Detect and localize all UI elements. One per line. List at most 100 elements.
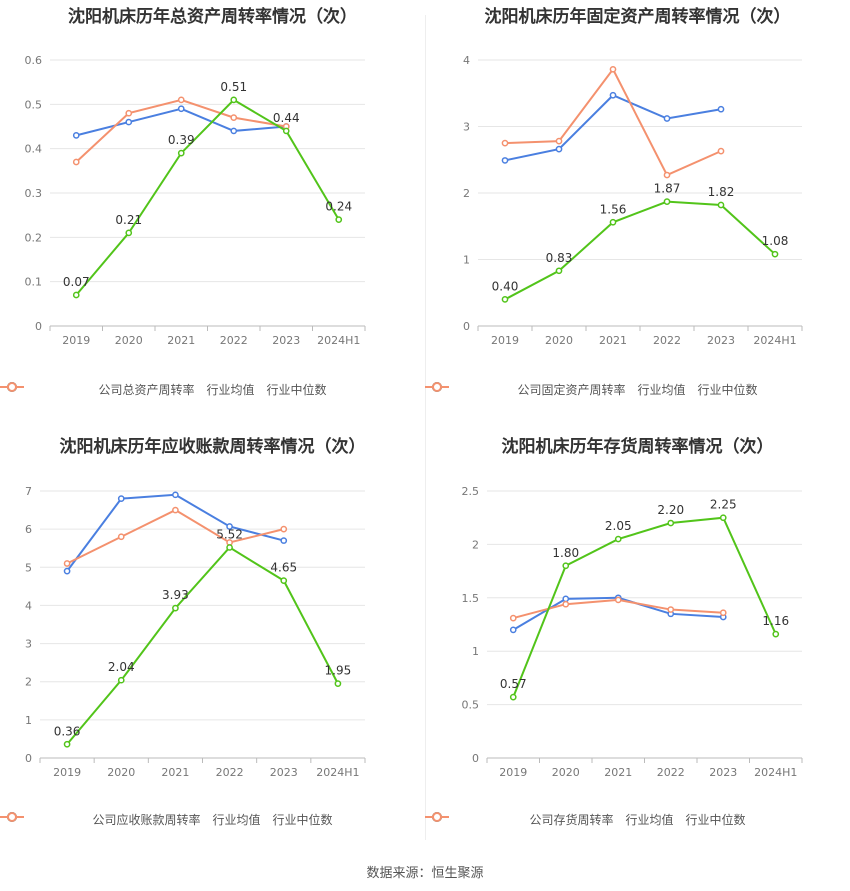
y-tick-label: 0.1	[25, 276, 43, 289]
data-label: 0.83	[546, 251, 573, 265]
data-label: 0.07	[63, 275, 90, 289]
legend-item-company[interactable]: 公司总资产周转率	[0, 381, 194, 398]
data-point-median	[663, 171, 671, 179]
legend-label: 公司应收账款周转率	[92, 813, 201, 827]
data-point-median	[172, 506, 179, 514]
legend-item-company[interactable]: 公司固定资产周转率	[425, 381, 626, 398]
data-label: 0.51	[220, 80, 247, 94]
legend-item-median[interactable]: 行业中位数	[0, 811, 333, 828]
y-tick-label: 1	[463, 254, 470, 267]
legend-item-median[interactable]: 行业中位数	[425, 811, 746, 828]
data-label: 0.39	[168, 133, 195, 147]
y-tick-label: 0	[463, 320, 470, 333]
y-tick-label: 0.3	[25, 187, 43, 200]
y-tick-label: 2	[25, 676, 32, 689]
data-point-median	[667, 606, 675, 613]
chart-panel-receivables: 沈阳机床历年应收账款周转率情况（次） 0 1 2 3 4 5 6 7 2019 2020 2021 2…	[0, 430, 425, 860]
legend-label: 公司固定资产周转率	[517, 383, 626, 397]
chart-svg: 0 1 2 3 4 2019 2020 2021 2022 2023 2024H1 0.40 0.83 1…	[463, 54, 803, 347]
data-point-median	[509, 614, 517, 622]
panel-divider	[425, 15, 426, 840]
data-point-company	[562, 562, 570, 570]
data-point-company	[609, 218, 617, 226]
data-point-company	[125, 229, 133, 237]
y-tick-label: 2.5	[462, 485, 480, 498]
y-tick-label: 2	[463, 187, 470, 200]
data-label: 0.40	[492, 279, 519, 293]
y-tick-label: 2	[472, 538, 479, 551]
data-point-avg	[117, 495, 125, 502]
series-line-company	[512, 516, 777, 698]
x-tick-label: 2024H1	[317, 334, 360, 347]
legend-item-company[interactable]: 公司存货周转率	[425, 811, 614, 828]
data-point-median	[614, 596, 622, 604]
data-point-avg	[509, 626, 517, 634]
data-point-avg	[717, 105, 725, 113]
y-tick-label: 0	[25, 752, 32, 765]
x-tick-label: 2019	[62, 334, 90, 347]
data-label: 0.57	[500, 677, 527, 691]
x-tick-label: 2022	[657, 766, 685, 779]
y-tick-label: 6	[25, 523, 32, 536]
x-tick-label: 2022	[216, 766, 244, 779]
data-point-median	[117, 533, 125, 541]
data-point-company	[509, 693, 517, 701]
y-tick-label: 1	[25, 714, 32, 727]
x-tick-label: 2021	[599, 334, 627, 347]
x-tick-label: 2020	[107, 766, 135, 779]
x-tick-label: 2021	[161, 766, 189, 779]
data-label: 0.21	[115, 213, 142, 227]
data-label: 0.36	[54, 724, 81, 738]
data-point-median	[72, 158, 80, 166]
legend-item-avg[interactable]: 行业均值	[425, 381, 686, 398]
x-tick-label: 2023	[272, 334, 300, 347]
data-point-median	[125, 109, 133, 117]
legend-item-median[interactable]: 行业中位数	[0, 381, 327, 398]
x-tick-label: 2019	[491, 334, 519, 347]
legend-label: 行业均值	[637, 383, 686, 397]
legend-swatch-icon	[425, 812, 449, 822]
chart-legend: 公司应收账款周转率 行业均值 行业中位数	[0, 811, 425, 828]
x-tick-label: 2019	[499, 766, 527, 779]
data-point-company	[667, 519, 675, 527]
series-line-avg	[504, 94, 722, 162]
chart-svg: 0 0.5 1 1.5 2 2.5 2019 2020 2021 2022 2023 2024H1 0.…	[462, 485, 803, 779]
data-point-avg	[226, 523, 233, 530]
x-tick-label: 2021	[604, 766, 632, 779]
x-tick-label: 2019	[53, 766, 81, 779]
series-line-company	[66, 546, 339, 745]
legend-item-avg[interactable]: 行业均值	[0, 381, 255, 398]
y-tick-label: 1.5	[462, 592, 480, 605]
x-tick-label: 2024H1	[754, 766, 797, 779]
data-point-company	[334, 680, 342, 687]
chart-title: 沈阳机床历年应收账款周转率情况（次）	[59, 437, 366, 457]
data-point-company	[614, 535, 622, 543]
chart-legend: 公司总资产周转率 行业均值 行业中位数	[0, 381, 425, 398]
x-tick-label: 2024H1	[316, 766, 359, 779]
data-point-company	[63, 740, 71, 748]
data-point-median	[230, 114, 238, 121]
data-point-company	[719, 514, 727, 522]
data-point-avg	[172, 491, 179, 499]
legend-label: 行业中位数	[697, 383, 758, 397]
x-tick-label: 2022	[220, 334, 248, 347]
data-point-company	[663, 198, 671, 205]
data-point-company	[501, 296, 509, 303]
x-tick-label: 2020	[552, 766, 580, 779]
y-tick-label: 5	[25, 561, 32, 574]
legend-swatch-icon	[425, 382, 449, 392]
legend-item-avg[interactable]: 行业均值	[0, 811, 261, 828]
data-point-avg	[663, 115, 671, 122]
data-point-avg	[280, 537, 288, 544]
data-label: 1.95	[325, 664, 352, 678]
data-point-avg	[72, 132, 80, 139]
y-tick-label: 0	[472, 752, 479, 765]
legend-label: 公司存货周转率	[529, 813, 614, 827]
data-label: 0.24	[325, 200, 352, 214]
data-point-median	[501, 139, 509, 147]
legend-item-company[interactable]: 公司应收账款周转率	[0, 811, 201, 828]
data-point-company	[177, 149, 185, 157]
legend-item-avg[interactable]: 行业均值	[425, 811, 674, 828]
legend-item-median[interactable]: 行业中位数	[425, 381, 758, 398]
data-point-company	[226, 544, 233, 551]
